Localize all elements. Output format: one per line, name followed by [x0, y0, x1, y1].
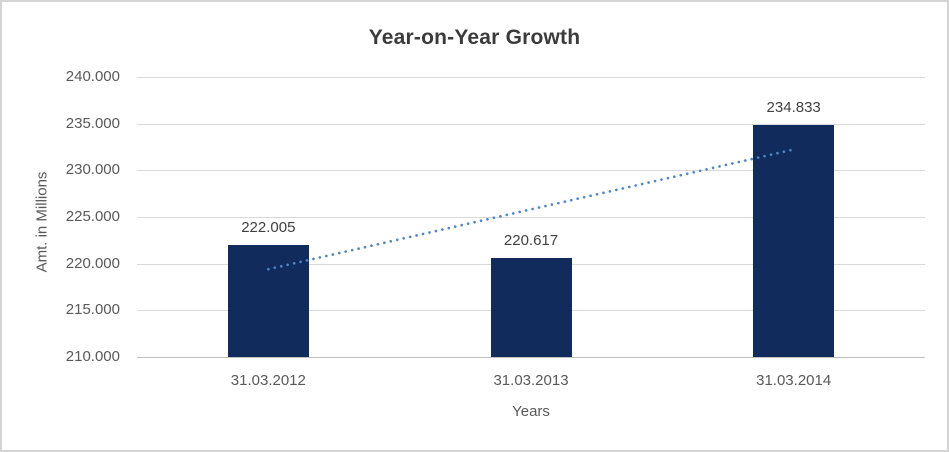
- gridline: [137, 77, 925, 78]
- y-tick-label: 215.000: [65, 301, 120, 319]
- gridline: [137, 217, 925, 218]
- plot-area: [137, 77, 925, 358]
- bar: [753, 125, 835, 357]
- gridline: [137, 170, 925, 172]
- bar-data-label: 234.833: [766, 99, 821, 117]
- gridline: [137, 123, 925, 125]
- x-axis-line: [137, 357, 925, 358]
- x-tick-label: 31.03.2012: [230, 372, 306, 389]
- x-tick-label: 31.03.2013: [493, 372, 569, 389]
- y-tick-label: 230.000: [65, 161, 120, 179]
- trendline: [266, 148, 796, 271]
- x-tick-label: 31.03.2014: [756, 372, 832, 389]
- y-tick-label: 220.000: [65, 254, 120, 272]
- bar-data-label: 220.617: [503, 231, 559, 249]
- trendline-path: [266, 148, 796, 271]
- bar: [490, 257, 572, 357]
- chart-title: Year-on-Year Growth: [368, 26, 581, 49]
- y-tick-label: 235.000: [65, 114, 120, 132]
- y-tick-label: 240.000: [65, 68, 120, 85]
- y-tick-label: 225.000: [65, 208, 120, 225]
- bar-data-label: 222.005: [241, 218, 296, 236]
- y-tick-label: 210.000: [65, 348, 120, 365]
- x-axis-title: Years: [512, 403, 550, 420]
